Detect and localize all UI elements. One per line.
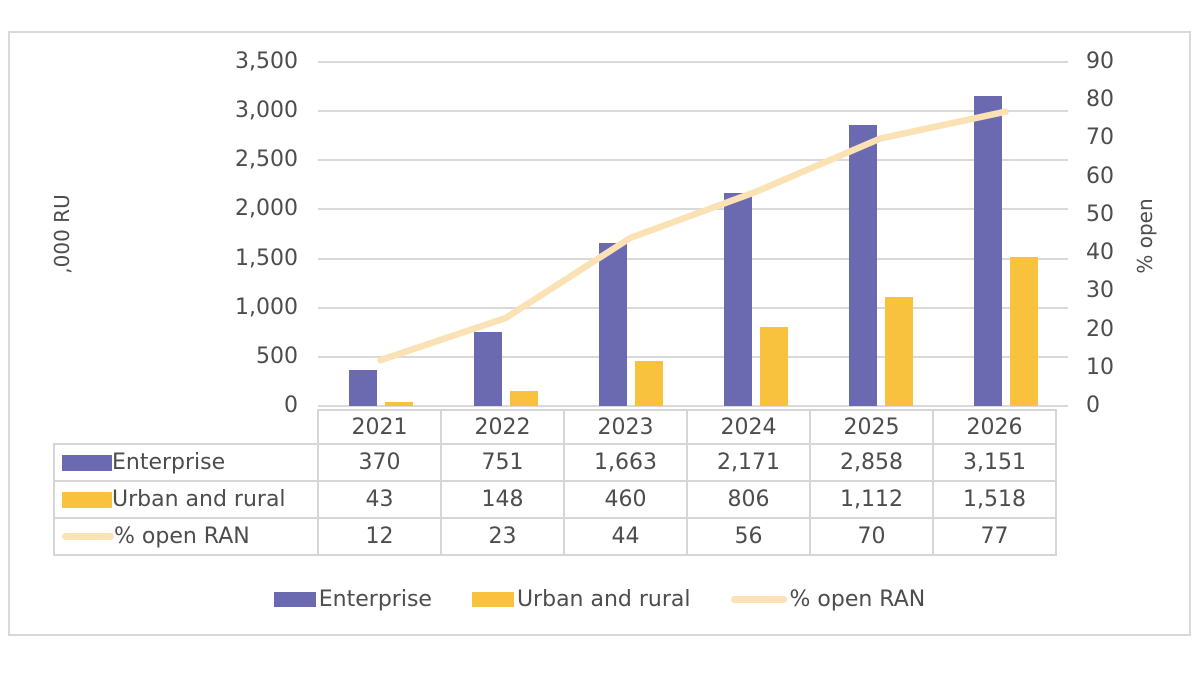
left-axis-tick-label: 500 xyxy=(256,343,298,369)
table-year-header: 2022 xyxy=(440,409,565,445)
gridline xyxy=(318,61,1068,63)
bar-urban-and-rural-2025 xyxy=(884,296,913,406)
table-value-cell: 3,151 xyxy=(932,443,1057,482)
gridline xyxy=(318,405,1068,407)
gridline xyxy=(318,306,1068,309)
legend-label-urban-rural: Urban and rural xyxy=(516,586,691,612)
table-value-cell: 56 xyxy=(686,517,811,556)
table-value-cell: 148 xyxy=(440,480,565,519)
left-axis-tick-label: 2,000 xyxy=(235,196,298,222)
table-value-cell: 77 xyxy=(932,517,1057,556)
right-axis-tick-label: 10 xyxy=(1086,354,1114,380)
left-axis-tick-label: 2,500 xyxy=(235,147,298,173)
bar-enterprise-2026 xyxy=(973,96,1002,406)
table-value-cell: 1,518 xyxy=(932,480,1057,519)
legend-item-enterprise: Enterprise xyxy=(273,586,432,612)
table-value-cell: 12 xyxy=(317,517,442,556)
table-value-cell: 751 xyxy=(440,443,565,482)
table-year-header: 2026 xyxy=(932,409,1057,445)
bar-enterprise-2024 xyxy=(723,192,752,406)
enterprise-swatch-icon xyxy=(62,454,112,471)
open-ran-polyline xyxy=(377,108,1009,364)
chart-figure: ,000 RU % open 2021 2022 2023 2024 2025 2026 E… xyxy=(8,31,1191,636)
table-value-cell: 460 xyxy=(563,480,688,519)
bar-enterprise-2021 xyxy=(348,369,377,406)
open-ran-line-swatch-icon xyxy=(62,533,114,540)
table-year-header: 2024 xyxy=(686,409,811,445)
open-ran-line-swatch-icon xyxy=(730,595,787,603)
table-value-cell: 1,663 xyxy=(563,443,688,482)
legend: Enterprise Urban and rural % open RAN xyxy=(10,584,1189,614)
right-axis-tick-label: 60 xyxy=(1086,163,1114,189)
series-name: Urban and rural xyxy=(112,487,286,512)
right-axis-tick-label: 30 xyxy=(1086,278,1114,304)
left-axis-tick-label: 1,500 xyxy=(235,245,298,271)
gridline xyxy=(318,110,1068,113)
table-value-cell: 70 xyxy=(809,517,934,556)
table-year-header: 2023 xyxy=(563,409,688,445)
enterprise-swatch-icon xyxy=(273,591,316,607)
legend-item-open-ran: % open RAN xyxy=(730,586,926,612)
bar-enterprise-2025 xyxy=(848,125,877,406)
left-axis-title: ,000 RU xyxy=(50,194,74,274)
table-row-label: Enterprise xyxy=(53,443,319,482)
table-value-cell: 43 xyxy=(317,480,442,519)
right-axis-tick-label: 70 xyxy=(1086,125,1114,151)
legend-item-urban-rural: Urban and rural xyxy=(471,586,691,612)
right-axis-tick-label: 90 xyxy=(1086,49,1114,74)
table-row: % open RAN 12 23 44 56 70 77 xyxy=(53,517,1057,556)
row-label-inner: Urban and rural xyxy=(55,487,317,512)
table-header-row: 2021 2022 2023 2024 2025 2026 xyxy=(54,409,1057,445)
series-name: Enterprise xyxy=(112,450,226,475)
left-axis-tick-label: 1,000 xyxy=(235,294,298,320)
bar-urban-and-rural-2023 xyxy=(634,360,663,406)
urban-rural-swatch-icon xyxy=(471,591,514,607)
series-name: % open RAN xyxy=(114,524,250,549)
table-value-cell: 23 xyxy=(440,517,565,556)
bar-urban-and-rural-2026 xyxy=(1009,256,1038,406)
left-axis-tick-label: 0 xyxy=(284,393,298,418)
left-axis-tick-label: 3,500 xyxy=(235,49,298,74)
data-table: 2021 2022 2023 2024 2025 2026 Enterprise 370 751… xyxy=(53,409,1057,556)
table-row: Urban and rural 43 148 460 806 1,112 1,518 xyxy=(53,480,1057,519)
table-row: Enterprise 370 751 1,663 2,171 2,858 3,151 xyxy=(53,443,1057,482)
bar-enterprise-2023 xyxy=(598,242,627,406)
table-row-label: Urban and rural xyxy=(53,480,319,519)
legend-label-enterprise: Enterprise xyxy=(318,586,432,612)
right-axis-tick-label: 50 xyxy=(1086,201,1114,227)
right-axis-tick-label: 40 xyxy=(1086,240,1114,266)
gridline xyxy=(318,355,1068,358)
table-row-label: % open RAN xyxy=(53,517,319,556)
row-label-inner: Enterprise xyxy=(55,450,317,475)
left-axis-tick-label: 3,000 xyxy=(235,98,298,124)
open-ran-line xyxy=(377,108,1009,364)
legend-label-open-ran: % open RAN xyxy=(789,586,926,612)
table-value-cell: 2,171 xyxy=(686,443,811,482)
row-label-inner: % open RAN xyxy=(55,524,317,549)
right-axis-tick-label: 20 xyxy=(1086,316,1114,342)
table-year-header: 2025 xyxy=(809,409,934,445)
gridline xyxy=(318,257,1068,260)
table-value-cell: 806 xyxy=(686,480,811,519)
bar-urban-and-rural-2022 xyxy=(509,391,538,406)
table-value-cell: 370 xyxy=(317,443,442,482)
gridline xyxy=(318,159,1068,162)
bar-enterprise-2022 xyxy=(473,332,502,406)
plot-area xyxy=(318,61,1068,407)
urban-and-rural-swatch-icon xyxy=(62,491,112,508)
right-axis-tick-label: 0 xyxy=(1086,393,1100,418)
right-axis-tick-label: 80 xyxy=(1086,87,1114,113)
table-year-header: 2021 xyxy=(317,409,442,445)
table-value-cell: 2,858 xyxy=(809,443,934,482)
gridline xyxy=(318,208,1068,211)
bar-urban-and-rural-2024 xyxy=(759,326,788,406)
table-value-cell: 44 xyxy=(563,517,688,556)
table-value-cell: 1,112 xyxy=(809,480,934,519)
bar-urban-and-rural-2021 xyxy=(384,401,413,406)
